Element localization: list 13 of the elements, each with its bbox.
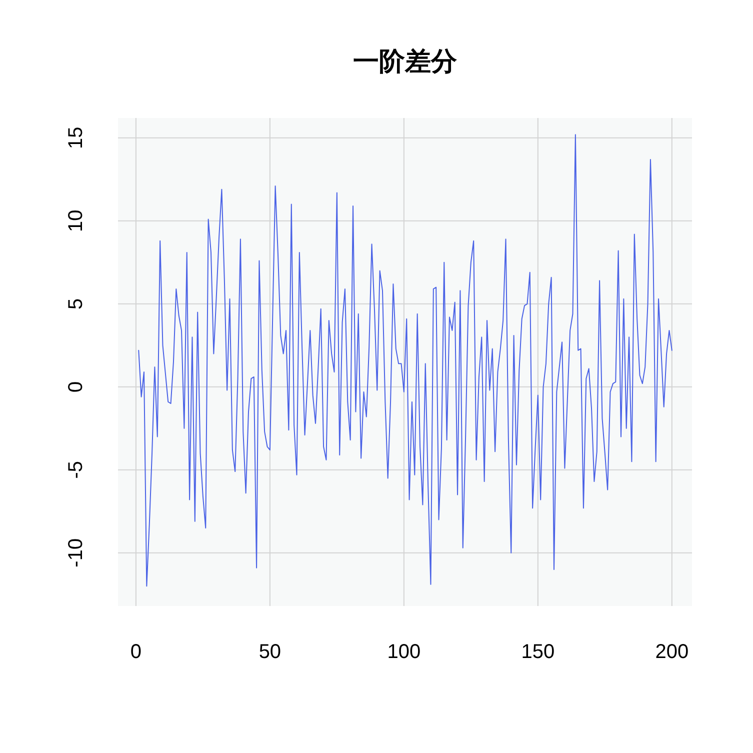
y-tick-label: 5 [65, 298, 87, 310]
chart-title: 一阶差分 [353, 47, 458, 77]
x-tick-label: 50 [258, 641, 282, 663]
y-tick-label: 10 [65, 210, 87, 232]
y-tick-label: -5 [65, 460, 87, 479]
line-series [138, 134, 672, 587]
y-tick-label: 0 [65, 381, 87, 392]
y-tick-label: 15 [65, 126, 87, 150]
x-tick-label: 100 [387, 641, 421, 663]
x-tick-label: 150 [521, 641, 555, 663]
y-tick-label: -10 [65, 538, 87, 568]
x-tick-label: 0 [130, 641, 142, 663]
x-tick-label: 200 [655, 641, 689, 663]
